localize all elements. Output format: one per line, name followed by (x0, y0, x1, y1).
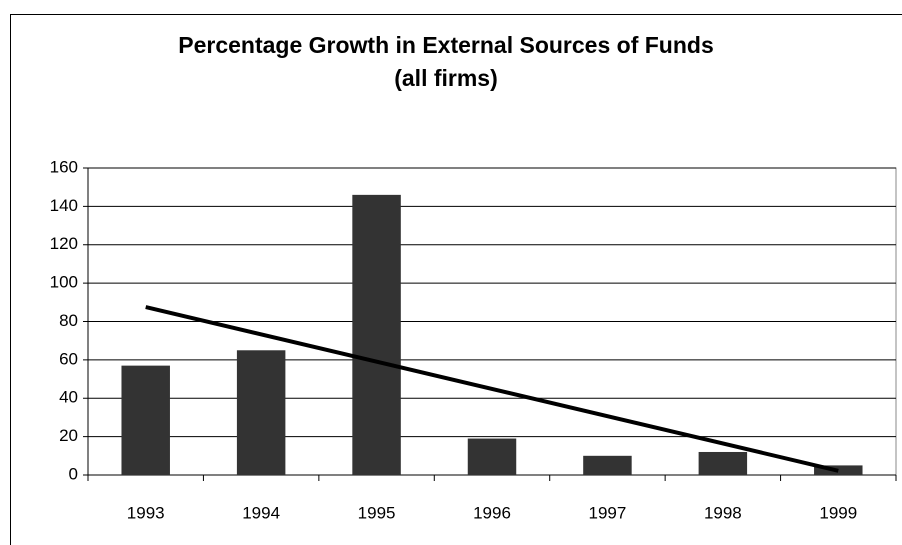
x-tick-label: 1994 (242, 503, 280, 522)
bar (352, 194, 401, 476)
x-tick-label: 1997 (589, 503, 627, 522)
x-tick-label: 1995 (358, 503, 396, 522)
y-tick-label: 160 (50, 157, 78, 176)
bar (236, 350, 286, 475)
bar (583, 455, 632, 475)
y-tick-label: 0 (69, 464, 78, 483)
y-tick-label: 60 (59, 349, 78, 368)
y-tick-label: 140 (50, 196, 78, 215)
y-tick-label: 100 (50, 273, 78, 292)
bar (467, 438, 517, 475)
chart-title: Percentage Growth in External Sources of… (178, 32, 714, 58)
trend-line (145, 305, 839, 473)
y-tick-label: 120 (50, 234, 78, 253)
y-tick-label: 40 (59, 388, 78, 407)
x-tick-label: 1999 (819, 503, 857, 522)
bar (121, 365, 170, 475)
x-tick-label: 1996 (473, 503, 511, 522)
y-tick-label: 80 (59, 311, 78, 330)
x-tick-label: 1993 (127, 503, 165, 522)
y-tick-label: 20 (59, 426, 78, 445)
x-tick-label: 1998 (704, 503, 742, 522)
chart-subtitle: (all firms) (394, 65, 498, 91)
bar (698, 451, 748, 475)
